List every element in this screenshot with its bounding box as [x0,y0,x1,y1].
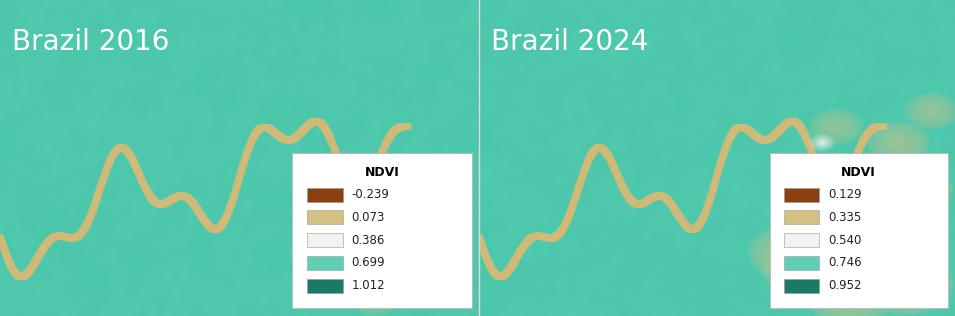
Text: NDVI: NDVI [365,166,400,179]
Text: -0.239: -0.239 [351,188,390,201]
Bar [784,210,819,224]
Text: 0.699: 0.699 [351,256,385,270]
Text: Brazil 2016: Brazil 2016 [12,28,169,57]
Text: 0.386: 0.386 [351,234,385,247]
Bar [784,279,819,293]
Text: Brazil 2024: Brazil 2024 [491,28,648,57]
Bar [307,210,343,224]
FancyBboxPatch shape [770,153,948,308]
Text: 0.952: 0.952 [828,279,861,292]
Bar [784,188,819,202]
Bar [784,256,819,270]
Bar [784,233,819,247]
Bar [307,256,343,270]
Text: 0.540: 0.540 [828,234,861,247]
FancyBboxPatch shape [292,153,472,308]
Bar [307,188,343,202]
Text: 1.012: 1.012 [351,279,385,292]
Text: NDVI: NDVI [841,166,876,179]
Bar [307,233,343,247]
Text: 0.746: 0.746 [828,256,861,270]
Text: 0.073: 0.073 [351,211,385,224]
Bar [307,279,343,293]
Text: 0.335: 0.335 [828,211,861,224]
Text: 0.129: 0.129 [828,188,861,201]
